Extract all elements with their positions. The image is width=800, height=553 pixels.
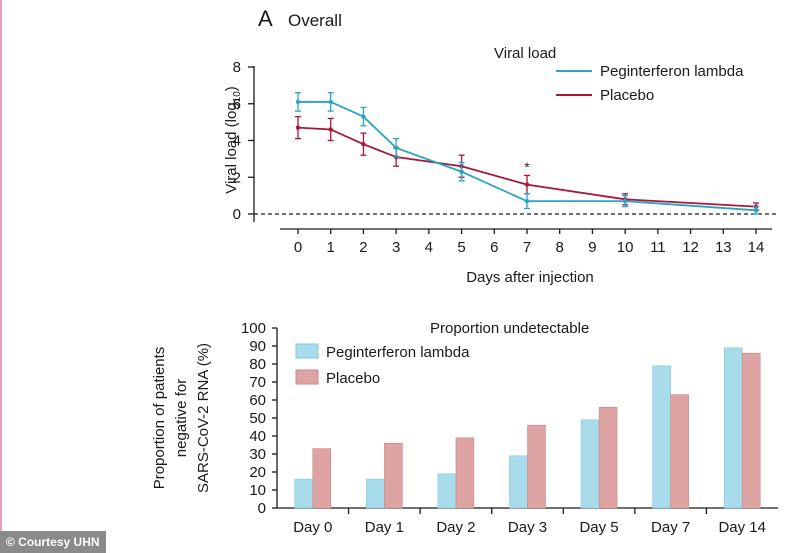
- x-tick-label-14: 14: [748, 239, 765, 256]
- bar-x-tick-label-day-5: Day 5: [579, 519, 618, 536]
- left-border-rule: [0, 0, 2, 553]
- bar-placebo-day-14: [741, 352, 761, 509]
- bar-chart-title: Proportion undetectable: [430, 320, 589, 337]
- legend-label-peginterferon: Peginterferon lambda: [600, 63, 744, 80]
- data-point-placebo-day-7: [524, 182, 530, 187]
- bar-placebo-day-7: [670, 394, 689, 509]
- x-tick-label-2: 2: [359, 239, 367, 256]
- data-point-peg-day-7: [524, 198, 530, 204]
- y-tick-label-0: 0: [233, 206, 241, 223]
- line-chart-x-ticks: 0 1 2 3 4 5 6 7 8 9 10 11 12 13 14: [294, 229, 765, 256]
- bar-peg-day-0: [294, 478, 314, 509]
- bar-x-tick-label-day-1: Day 1: [365, 519, 404, 536]
- x-tick-label-8: 8: [556, 239, 564, 256]
- legend-swatch-peginterferon: [295, 343, 319, 359]
- bar-peg-day-2: [437, 473, 457, 509]
- x-tick-label-12: 12: [682, 239, 699, 256]
- x-tick-label-5: 5: [457, 239, 465, 256]
- legend-label-peginterferon-bar: Peginterferon lambda: [326, 344, 470, 361]
- image-credit: © Courtesy UHN: [0, 531, 106, 553]
- x-tick-label-7: 7: [523, 239, 531, 256]
- bar-chart-y-label-line-3: SARS-CoV-2 RNA (%): [195, 343, 212, 493]
- bar-x-tick-label-day-3: Day 3: [508, 519, 547, 536]
- bar-y-tick-label-60: 60: [249, 392, 266, 409]
- series-line-peg: [298, 101, 757, 212]
- data-point-peg-day-5: [459, 169, 464, 174]
- bar-placebo-day-5: [598, 406, 618, 509]
- y-tick-label-4: 4: [233, 133, 241, 150]
- bar-x-tick-label-day-14: Day 14: [718, 519, 766, 536]
- bar-y-tick-label-0: 0: [258, 500, 266, 517]
- bar-x-tick-label-day-2: Day 2: [436, 519, 475, 536]
- line-chart-title: Viral load: [494, 45, 556, 62]
- bar-y-tick-label-50: 50: [249, 410, 266, 427]
- data-point-peg-day-2: [361, 114, 366, 119]
- bar-peg-day-7: [652, 365, 671, 509]
- bar-y-tick-label-70: 70: [249, 374, 266, 391]
- x-tick-label-11: 11: [650, 239, 666, 256]
- bar-placebo-day-0: [312, 448, 332, 509]
- x-tick-label-6: 6: [490, 239, 498, 256]
- bar-chart-y-label: Proportion of patients negative for SARS…: [151, 343, 212, 493]
- x-tick-label-13: 13: [715, 239, 732, 256]
- data-point-peg-day-14: [753, 208, 759, 213]
- line-chart-series: *: [295, 92, 759, 215]
- bar-peg-day-3: [509, 455, 528, 509]
- panel-title: Overall: [288, 11, 342, 30]
- bar-y-tick-label-30: 30: [249, 446, 266, 463]
- legend-swatch-placebo: [295, 369, 319, 385]
- bar-peg-day-5: [580, 419, 600, 509]
- bar-y-tick-label-10: 10: [249, 482, 266, 499]
- x-tick-label-3: 3: [392, 239, 400, 256]
- data-point-placebo-day-0: [295, 125, 301, 130]
- line-chart-y-ticks: 0 2 4 6 8: [233, 59, 254, 223]
- data-point-placebo-day-2: [361, 141, 366, 147]
- data-point-peg-day-10: [622, 198, 628, 204]
- x-tick-label-4: 4: [425, 239, 433, 256]
- bar-x-tick-label-day-7: Day 7: [651, 519, 690, 536]
- x-tick-label-10: 10: [617, 239, 634, 256]
- bar-y-tick-label-80: 80: [249, 356, 266, 373]
- x-tick-label-0: 0: [294, 239, 302, 256]
- line-chart-axes: [253, 66, 778, 230]
- bar-y-tick-label-90: 90: [249, 338, 266, 355]
- data-point-placebo-day-1: [328, 127, 333, 132]
- line-chart-x-label: Days after injection: [466, 269, 594, 286]
- bar-y-tick-label-40: 40: [249, 428, 266, 445]
- bar-chart-y-label-line-1: Proportion of patients: [151, 347, 168, 490]
- y-tick-label-8: 8: [233, 59, 241, 76]
- y-tick-label-6: 6: [233, 96, 241, 113]
- data-point-peg-day-0: [295, 99, 301, 105]
- x-tick-label-1: 1: [327, 239, 335, 256]
- bar-placebo-day-2: [455, 437, 475, 509]
- y-tick-label-2: 2: [233, 169, 241, 186]
- bar-chart-legend: Peginterferon lambda Placebo: [295, 343, 470, 387]
- panel-letter: A: [258, 6, 273, 31]
- bar-chart-y-label-line-2: negative for: [173, 379, 190, 457]
- bar-chart-bars: [294, 347, 761, 509]
- bar-peg-day-1: [366, 478, 385, 509]
- bar-y-tick-label-100: 100: [241, 320, 266, 337]
- bar-placebo-day-1: [384, 442, 403, 509]
- data-point-peg-day-1: [328, 99, 333, 105]
- data-point-peg-day-3: [393, 145, 399, 151]
- legend-label-placebo: Placebo: [600, 87, 654, 104]
- x-tick-label-9: 9: [588, 239, 596, 256]
- series-line-placebo: [297, 126, 757, 208]
- bar-x-tick-label-day-0: Day 0: [293, 519, 332, 536]
- bar-peg-day-14: [723, 347, 743, 509]
- bar-placebo-day-3: [527, 424, 546, 509]
- bar-y-tick-label-20: 20: [249, 464, 266, 481]
- bar-chart-x-ticks: Day 0 Day 1 Day 2 Day 3 Day 5 Day 7 Day 14: [293, 508, 766, 536]
- significance-asterisk: *: [524, 159, 530, 175]
- line-chart-y-label: Viral load (log10): [223, 86, 243, 194]
- line-chart-legend: Peginterferon lambda Placebo: [556, 63, 744, 104]
- legend-label-placebo-bar: Placebo: [326, 370, 380, 387]
